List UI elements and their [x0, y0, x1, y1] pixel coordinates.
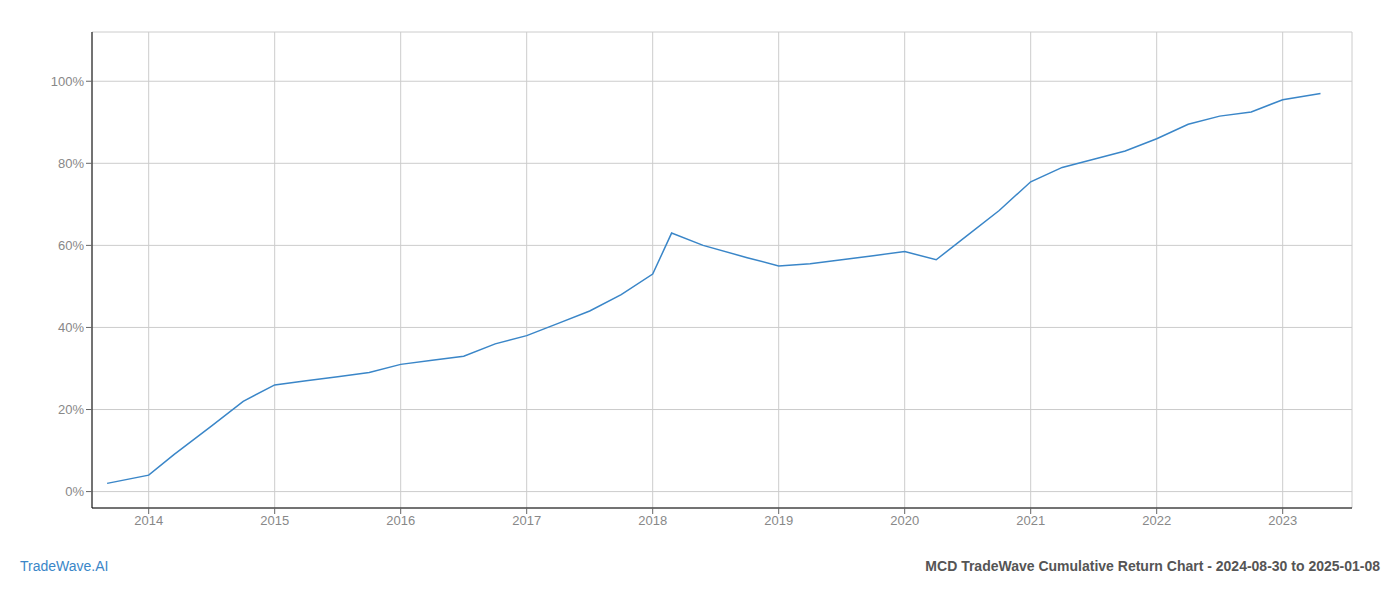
html-text:MCD TradeWave Cumulative Retur: MCD TradeWave Cumulative Return Chart - … [925, 558, 1380, 574]
svg-text:100%: 100% [51, 74, 85, 89]
svg-text:2023: 2023 [1268, 513, 1297, 528]
svg-text:80%: 80% [58, 156, 84, 171]
svg-text:2020: 2020 [890, 513, 919, 528]
html-text:TradeWave.AI: TradeWave.AI [20, 558, 109, 574]
svg-text:2021: 2021 [1016, 513, 1045, 528]
svg-text:2015: 2015 [260, 513, 289, 528]
svg-text:2016: 2016 [386, 513, 415, 528]
svg-text:60%: 60% [58, 238, 84, 253]
svg-text:2022: 2022 [1142, 513, 1171, 528]
svg-text:2018: 2018 [638, 513, 667, 528]
svg-text:40%: 40% [58, 320, 84, 335]
svg-text:20%: 20% [58, 402, 84, 417]
svg-text:2019: 2019 [764, 513, 793, 528]
svg-text:2017: 2017 [512, 513, 541, 528]
svg-text:0%: 0% [65, 484, 84, 499]
svg-text:2014: 2014 [134, 513, 163, 528]
